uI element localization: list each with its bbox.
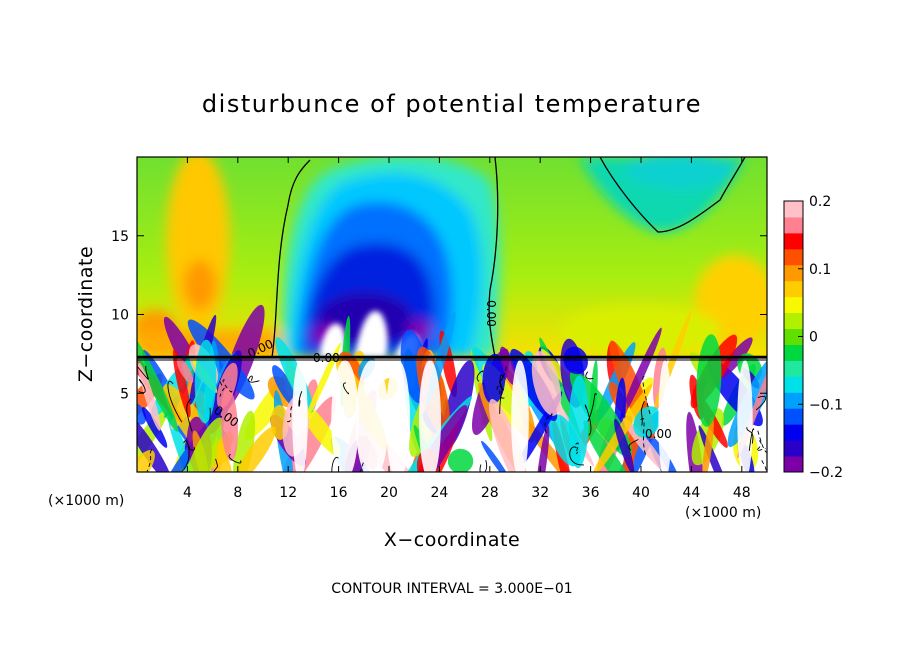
colorbar-swatch [784, 456, 803, 473]
contour-label: 0.00 [313, 351, 340, 365]
colorbar-tick-label: 0.1 [809, 262, 831, 278]
x-tick-label: 24 [430, 485, 448, 501]
colorbar: 0.2 0.1 0 −0.1 −0.2 [783, 194, 843, 481]
colorbar-swatch [784, 344, 803, 361]
colorbar-swatch [784, 248, 803, 266]
x-axis: 4 8 12 16 20 24 28 32 36 40 44 48 [183, 157, 751, 501]
colorbar-swatch [784, 360, 803, 377]
x-unit-right: (×1000 m) [685, 505, 761, 521]
contour-label: 0.00 [645, 427, 672, 441]
colorbar-swatch [784, 440, 803, 457]
colorbar-swatch [784, 264, 803, 282]
colorbar-tick-label: −0.1 [809, 397, 843, 413]
colorbar-swatch [784, 312, 803, 330]
colorbar-swatch [784, 376, 803, 393]
upper-layer-field [137, 157, 767, 358]
contour-interval-note: CONTOUR INTERVAL = 3.000E−01 [331, 581, 572, 597]
colorbar-swatch [784, 232, 803, 250]
colorbar-swatch [784, 280, 803, 298]
colorbar-swatch [784, 201, 803, 218]
colorbar-swatch [784, 392, 803, 409]
x-tick-label: 16 [330, 485, 348, 501]
x-tick-label: 44 [682, 485, 700, 501]
x-tick-label: 8 [233, 485, 242, 501]
colorbar-tick-label: 0 [809, 330, 818, 346]
colorbar-swatch [784, 296, 803, 314]
x-tick-label: 20 [380, 485, 398, 501]
colorbar-swatch [784, 408, 803, 425]
y-tick-label: 10 [111, 308, 129, 324]
x-tick-label: 48 [733, 485, 751, 501]
contour-label: 0.00 [484, 300, 498, 327]
chart-title: disturbunce of potential temperature [202, 90, 702, 118]
y-axis-label: Z−coordinate [75, 246, 97, 382]
x-tick-label: 4 [183, 485, 192, 501]
x-axis-label: X−coordinate [384, 529, 520, 551]
y-tick-label: 15 [111, 229, 129, 245]
x-tick-label: 36 [582, 485, 600, 501]
x-tick-label: 40 [632, 485, 650, 501]
y-axis: 5 10 15 [111, 229, 767, 402]
boundary-layer-field [137, 304, 767, 472]
colorbar-swatch [784, 328, 803, 345]
colorbar-swatch [784, 424, 803, 441]
colorbar-swatch [784, 216, 803, 234]
x-tick-label: 12 [279, 485, 297, 501]
x-tick-label: 32 [531, 485, 549, 501]
y-tick-label: 5 [120, 386, 129, 402]
x-tick-label: 28 [481, 485, 499, 501]
colorbar-tick-label: −0.2 [809, 465, 843, 481]
plot-area [137, 157, 767, 472]
x-unit-left: (×1000 m) [48, 493, 124, 509]
colorbar-tick-label: 0.2 [809, 194, 831, 210]
